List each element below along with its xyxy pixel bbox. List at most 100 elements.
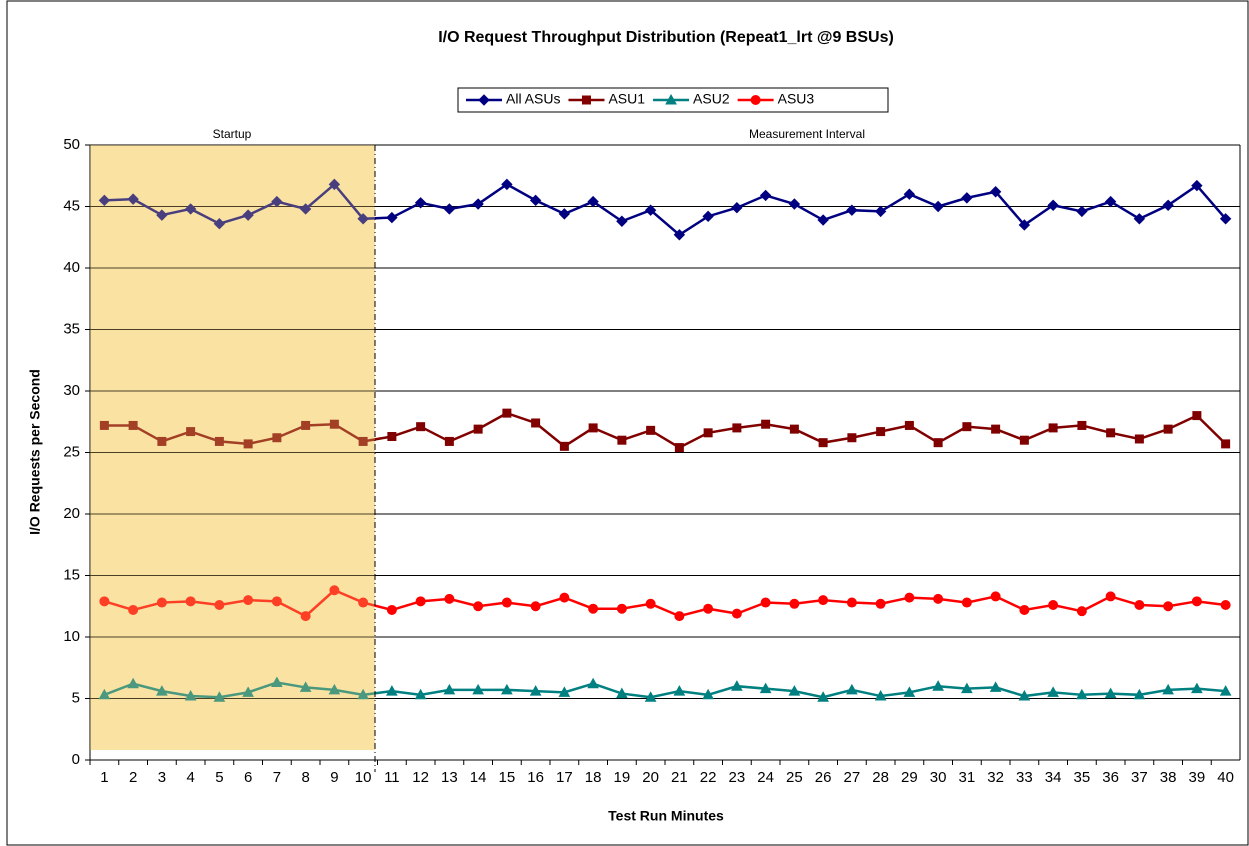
marker: [962, 422, 972, 432]
x-tick-label: 28: [872, 769, 889, 786]
marker: [788, 685, 801, 696]
marker: [1106, 428, 1116, 438]
x-axis-label: Test Run Minutes: [608, 808, 724, 824]
marker: [1163, 601, 1174, 612]
y-tick-label: 5: [72, 689, 80, 706]
marker: [674, 443, 684, 453]
marker: [213, 691, 226, 702]
x-tick-label: 34: [1045, 769, 1062, 786]
x-tick-label: 9: [330, 769, 338, 786]
y-tick-label: 25: [63, 443, 80, 460]
marker: [903, 188, 916, 200]
marker: [357, 213, 369, 225]
marker: [731, 202, 743, 214]
marker: [301, 420, 311, 430]
series-line: [104, 411, 1227, 450]
marker: [874, 205, 887, 218]
marker: [989, 186, 1002, 198]
marker: [674, 611, 685, 622]
marker: [272, 433, 282, 443]
x-tick-label: 25: [786, 769, 803, 786]
marker: [1221, 439, 1231, 449]
marker: [414, 197, 427, 209]
marker: [128, 420, 138, 430]
marker: [271, 596, 282, 607]
marker: [358, 597, 369, 608]
startup-overlay: [90, 145, 375, 750]
x-tick-label: 17: [556, 769, 573, 786]
x-tick-label: 38: [1160, 769, 1177, 786]
x-tick-label: 36: [1102, 769, 1119, 786]
marker: [1134, 600, 1145, 611]
marker: [300, 611, 311, 622]
chart-title: I/O Request Throughput Distribution (Rep…: [438, 29, 894, 46]
marker: [478, 94, 490, 106]
x-tick-label: 19: [614, 769, 631, 786]
marker: [242, 686, 254, 697]
marker: [558, 686, 571, 697]
marker: [501, 178, 513, 191]
marker: [472, 198, 484, 210]
marker: [213, 218, 226, 230]
marker: [817, 691, 829, 702]
marker: [328, 683, 341, 695]
marker: [1162, 199, 1174, 211]
x-tick-label: 26: [815, 769, 832, 786]
marker: [961, 192, 973, 204]
x-tick-label: 22: [700, 769, 717, 786]
marker: [98, 194, 111, 207]
marker: [731, 608, 742, 619]
marker: [646, 425, 656, 435]
marker: [1077, 420, 1087, 430]
marker: [616, 215, 628, 227]
y-tick-label: 40: [63, 259, 80, 276]
x-tick-label: 40: [1217, 769, 1234, 786]
marker: [243, 595, 254, 606]
marker: [673, 229, 686, 241]
marker: [759, 682, 772, 694]
series-line: [103, 681, 1226, 699]
marker: [1018, 690, 1031, 701]
x-tick-label: 39: [1189, 769, 1206, 786]
marker: [184, 203, 197, 215]
marker: [329, 585, 340, 596]
marker: [932, 200, 944, 213]
x-tick-label: 32: [987, 769, 1004, 786]
marker: [443, 683, 456, 695]
marker: [1133, 213, 1146, 225]
marker: [444, 436, 454, 446]
marker: [1019, 604, 1030, 615]
marker: [703, 603, 714, 614]
legend-label: ASU3: [778, 91, 815, 107]
marker: [387, 432, 397, 442]
marker: [473, 424, 483, 434]
x-tick-label: 37: [1131, 769, 1148, 786]
marker: [98, 688, 111, 700]
marker: [530, 601, 541, 612]
marker: [531, 418, 541, 428]
marker: [1019, 435, 1029, 445]
x-tick-label: 35: [1074, 769, 1091, 786]
y-axis-label: I/O Requests per Second: [27, 369, 43, 535]
marker: [644, 691, 657, 702]
marker: [750, 95, 761, 105]
x-tick-label: 16: [527, 769, 544, 786]
marker: [501, 597, 512, 608]
marker: [616, 603, 627, 614]
marker: [665, 93, 677, 105]
legend-label: ASU2: [693, 91, 730, 107]
marker: [472, 683, 484, 695]
marker: [673, 685, 686, 696]
marker: [502, 408, 512, 418]
marker: [644, 204, 657, 216]
marker: [933, 593, 944, 604]
x-tick-label: 27: [844, 769, 861, 786]
marker: [760, 597, 771, 608]
marker: [1219, 213, 1232, 225]
annotation: Startup: [213, 127, 252, 141]
marker: [1220, 600, 1231, 611]
marker: [156, 597, 167, 608]
marker: [761, 419, 771, 429]
x-tick-label: 18: [585, 769, 602, 786]
